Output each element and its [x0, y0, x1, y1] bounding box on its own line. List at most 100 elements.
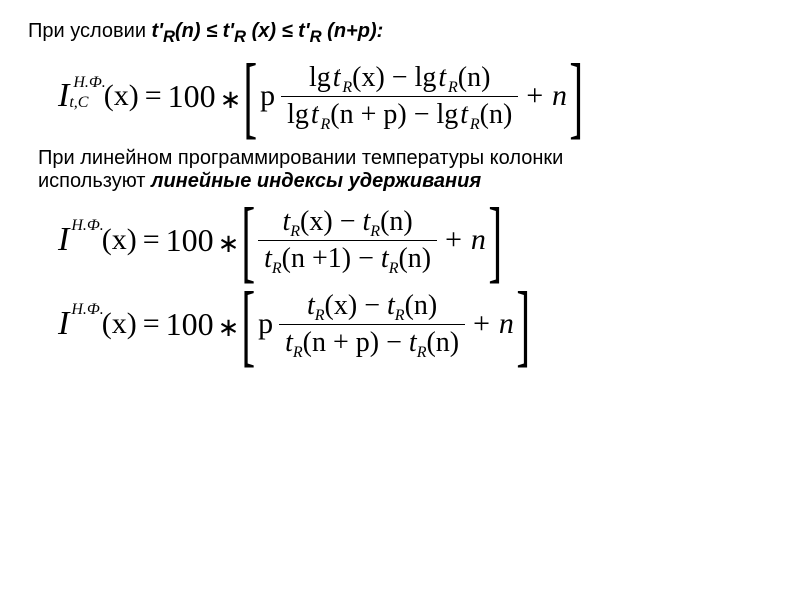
f1b-r1: R	[320, 116, 330, 133]
f1b-m: −	[414, 99, 430, 130]
f2-frac: tR(x) − tR(n) tR(n +1) − tR(n)	[258, 204, 437, 277]
f2-sup: Н.Ф.	[71, 217, 103, 235]
f1t-s2: '	[444, 68, 446, 79]
f1-p: p	[260, 79, 275, 113]
f1-top: lgt'R(x) − lgt'R(n)	[303, 60, 496, 96]
f3-brackets: [ p tR(x) − tR(n) tR(n + p) − tR(n) + n …	[243, 285, 528, 363]
f3-bot: tR(n + p) − tR(n)	[279, 325, 465, 361]
f1b-s2: '	[466, 105, 468, 116]
f2t-m: −	[340, 206, 356, 237]
f1t-lg1: lg	[309, 62, 331, 93]
p2-bold: линейные индексы удерживания	[151, 170, 481, 192]
f2-lbr: [	[242, 201, 256, 279]
f1-rbr: ]	[569, 57, 583, 135]
f2-plusn: + n	[443, 223, 486, 257]
f1-eq: =	[145, 79, 162, 113]
f3t-a2: (n)	[405, 290, 438, 321]
f1t-a2: (n)	[458, 62, 491, 93]
f2-I: I	[58, 221, 69, 259]
f1b-a2: (n)	[480, 99, 513, 130]
f2b-m: −	[358, 243, 374, 274]
f1-plusn: + n	[524, 79, 567, 113]
f3t-r2: R	[395, 307, 405, 324]
f1-frac: lgt'R(x) − lgt'R(n) lgt'R(n + p) − lgt'R…	[281, 60, 518, 133]
f2b-t2: t	[381, 243, 389, 274]
f3b-a2: (n)	[426, 327, 459, 358]
f2b-a2: (n)	[398, 243, 431, 274]
f1-lbr: [	[244, 57, 258, 135]
formula-3: I Н.Ф. (x) = 100 ∗ [ p tR(x) − tR(n) tR(…	[28, 285, 772, 363]
f2-inner: tR(x) − tR(n) tR(n +1) − tR(n) + n	[254, 201, 490, 279]
f1-100: 100	[168, 78, 216, 115]
f3-inner: p tR(x) − tR(n) tR(n + p) − tR(n) + n	[254, 285, 518, 363]
f3b-t1: t	[285, 327, 293, 358]
f1b-r2: R	[470, 116, 480, 133]
f2-lhs: I Н.Ф. (x)	[58, 221, 137, 259]
f2-argx: (x)	[102, 223, 137, 257]
f1b-a1: (n + p)	[330, 99, 406, 130]
f3-sup: Н.Ф.	[71, 301, 103, 319]
paragraph-2: При линейном программировании температур…	[28, 147, 772, 193]
f1t-a1: (x)	[352, 62, 385, 93]
cond-p3: (n+p):	[322, 20, 384, 42]
f2b-r2: R	[389, 260, 399, 277]
f1-sup: Н.Ф.	[73, 74, 105, 92]
f3-lhs: I Н.Ф. (x)	[58, 305, 137, 343]
f3-I: I	[58, 305, 69, 343]
f3t-t2: t	[387, 290, 395, 321]
f1t-r1: R	[342, 79, 352, 96]
f3b-m: −	[386, 327, 402, 358]
cond-r3: R	[310, 27, 322, 46]
f1-bot: lgt'R(n + p) − lgt'R(n)	[281, 97, 518, 133]
cond-prefix: При условии	[28, 20, 152, 42]
f2-brackets: [ tR(x) − tR(n) tR(n +1) − tR(n) + n ]	[243, 201, 500, 279]
formula-2: I Н.Ф. (x) = 100 ∗ [ tR(x) − tR(n) tR(n …	[28, 201, 772, 279]
f3-rbr: ]	[516, 285, 530, 363]
f1b-lg1: lg	[287, 99, 309, 130]
f1-argx: (x)	[104, 79, 139, 113]
f3-lbr: [	[242, 285, 256, 363]
f1-brackets: [ p lgt'R(x) − lgt'R(n) lgt'R(n + p) − l…	[245, 57, 581, 135]
formula-1: I Н.Ф. t,C (x) = 100 ∗ [ p lgt'R(x) − lg…	[28, 57, 772, 135]
f1-lhs: I Н.Ф. t,C (x)	[58, 77, 139, 115]
f3-p: p	[258, 307, 273, 341]
f3b-t2: t	[409, 327, 417, 358]
f3-ast: ∗	[218, 313, 240, 343]
f2b-a1: (n +1)	[282, 243, 351, 274]
f2b-t1: t	[264, 243, 272, 274]
f1-inner: p lgt'R(x) − lgt'R(n) lgt'R(n + p) − lgt…	[256, 57, 571, 135]
f2-ast: ∗	[218, 229, 240, 259]
f2t-a2: (n)	[380, 206, 413, 237]
f1-sub: t,C	[69, 94, 101, 112]
cond-t1: t'	[152, 20, 163, 42]
f1-ast: ∗	[220, 85, 242, 115]
f2t-a1: (x)	[300, 206, 333, 237]
f3-eq: =	[143, 307, 160, 341]
f2t-r1: R	[290, 223, 300, 240]
f2-100: 100	[166, 222, 214, 259]
f3b-r2: R	[417, 344, 427, 361]
f3b-r1: R	[293, 344, 303, 361]
f2-eq: =	[143, 223, 160, 257]
f3t-m: −	[364, 290, 380, 321]
f3-argx: (x)	[102, 307, 137, 341]
f3-plusn: + n	[471, 307, 514, 341]
f3-top: tR(x) − tR(n)	[301, 288, 443, 324]
f1b-lg2: lg	[437, 99, 459, 130]
f3b-a1: (n + p)	[303, 327, 379, 358]
f2-bot: tR(n +1) − tR(n)	[258, 241, 437, 277]
f1t-lg2: lg	[415, 62, 437, 93]
f2b-r1: R	[272, 260, 282, 277]
f2t-r2: R	[370, 223, 380, 240]
cond-p2: (x) ≤ t'	[246, 20, 310, 42]
cond-r2: R	[234, 27, 246, 46]
f3t-r1: R	[315, 307, 325, 324]
cond-p1: (n) ≤ t'	[175, 20, 234, 42]
f3t-t1: t	[307, 290, 315, 321]
f1t-m: −	[392, 62, 408, 93]
cond-r1: R	[163, 27, 175, 46]
p2-l2a: используют	[38, 170, 151, 192]
f2-top: tR(x) − tR(n)	[276, 204, 418, 240]
f2-rbr: ]	[488, 201, 502, 279]
condition-line: При условии t'R(n) ≤ t'R (x) ≤ t'R (n+p)…	[28, 20, 772, 47]
